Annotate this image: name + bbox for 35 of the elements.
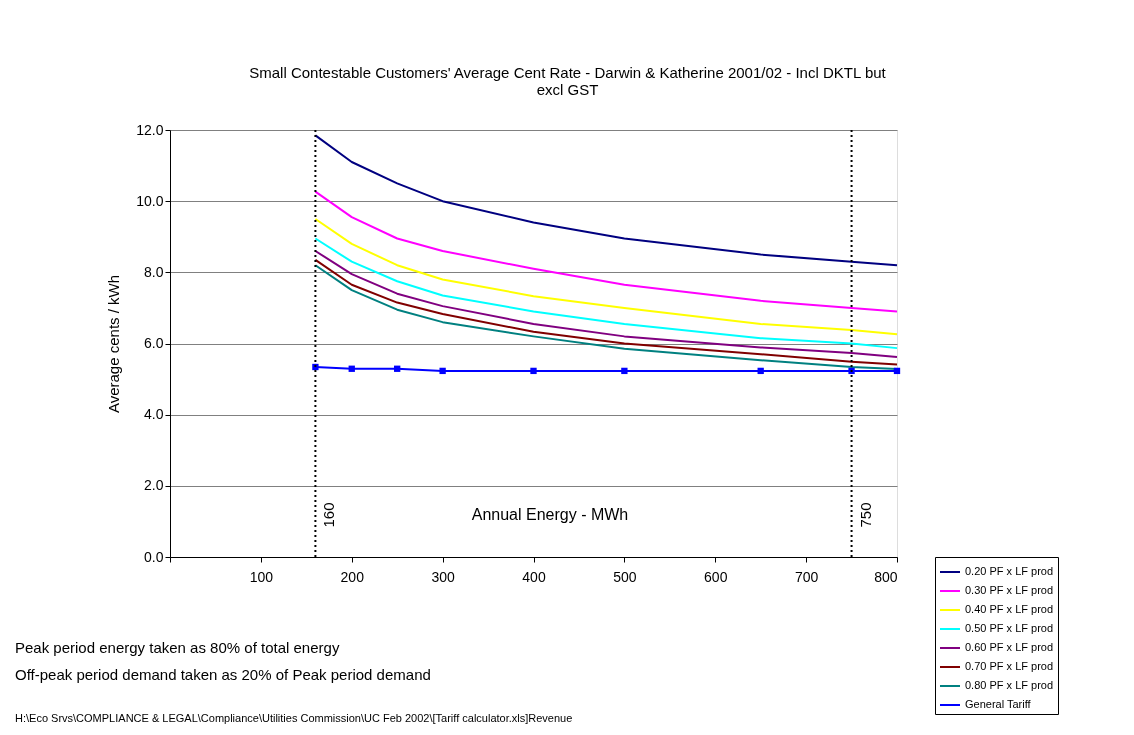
legend-label: 0.50 PF x LF prod — [965, 622, 1054, 634]
chart-title: Small Contestable Customers' Average Cent Rate - Darwin & Katherine 2001/02 - Incl DKTL but excl GST — [249, 64, 887, 98]
legend-label: 0.20 PF x LF prod — [965, 565, 1054, 577]
y-tick-label: 0.0 — [144, 548, 164, 565]
legend-label: General Tariff — [965, 698, 1032, 710]
legend-label: 0.40 PF x LF prod — [965, 603, 1054, 615]
y-tick-label: 8.0 — [144, 263, 164, 280]
line-series — [314, 134, 898, 267]
y-tick-label: 10.0 — [136, 192, 164, 209]
x-tick-label: 400 — [522, 568, 546, 585]
y-tick-label: 4.0 — [144, 406, 164, 423]
legend-label: 0.60 PF x LF prod — [965, 641, 1054, 653]
x-axis-title: Annual Energy - MWh — [471, 506, 629, 523]
x-tick-label: 800 — [874, 568, 898, 585]
legend-label: 0.30 PF x LF prod — [965, 584, 1054, 596]
ref-line-label: 160 — [320, 502, 338, 528]
y-tick-label: 6.0 — [144, 335, 164, 351]
x-tick-label: 200 — [340, 568, 365, 585]
line-series — [314, 190, 898, 313]
y-tick-label: 12.0 — [136, 121, 164, 138]
legend-label: 0.70 PF x LF prod — [965, 660, 1054, 672]
text: H:\Eco Srvs\COMPLIANCE & LEGAL\Compliance\Utilities Commission\UC Feb 2002\[Tariff calculator.xls]Revenue — [15, 712, 573, 724]
x-tick-label: 600 — [704, 568, 728, 585]
text: Off-peak period demand taken as 20% of Peak period demand — [15, 666, 431, 683]
legend-label: 0.80 PF x LF prod — [965, 679, 1054, 691]
y-axis-title: Average cents / kWh — [105, 274, 123, 414]
ref-line-label: 750 — [856, 502, 874, 528]
x-tick-label: 300 — [431, 568, 456, 585]
line-series — [314, 217, 898, 336]
x-tick-label: 500 — [613, 568, 637, 585]
text: Peak period energy taken as 80% of total energy — [15, 639, 340, 656]
x-tick-label: 700 — [794, 568, 819, 585]
x-tick-label: 100 — [249, 568, 274, 585]
line-series — [314, 237, 898, 350]
y-tick-label: 2.0 — [144, 477, 164, 494]
